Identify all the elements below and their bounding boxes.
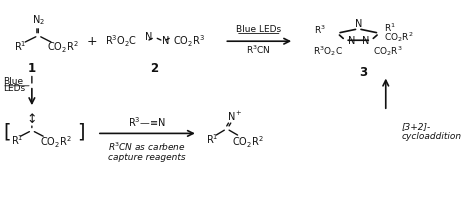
Text: Blue: Blue	[3, 77, 23, 86]
Text: R$^3$O$_2$C: R$^3$O$_2$C	[313, 44, 343, 58]
Text: N: N	[362, 36, 369, 46]
Text: Blue LEDs: Blue LEDs	[236, 25, 282, 34]
Text: [: [	[4, 123, 11, 142]
Text: CO$_2$R$^2$: CO$_2$R$^2$	[40, 135, 71, 150]
Text: R$^1$: R$^1$	[206, 133, 219, 146]
Text: N: N	[355, 19, 362, 29]
Text: R$^1$: R$^1$	[11, 134, 23, 147]
Text: N$_2$: N$_2$	[32, 13, 45, 27]
Text: ↕: ↕	[27, 113, 37, 126]
Text: capture reagents: capture reagents	[108, 153, 185, 162]
Text: +: +	[86, 35, 97, 48]
Text: CO$_2$R$^3$: CO$_2$R$^3$	[173, 33, 204, 49]
Text: R$^3$O$_2$C: R$^3$O$_2$C	[105, 33, 137, 49]
Text: LEDs: LEDs	[3, 84, 25, 93]
Text: R$^3$CN: R$^3$CN	[246, 43, 271, 55]
Text: R$^1$: R$^1$	[384, 22, 396, 34]
Text: N: N	[347, 36, 355, 46]
Text: N: N	[145, 32, 152, 42]
Text: 3: 3	[359, 66, 367, 79]
Text: cycloaddition: cycloaddition	[402, 132, 462, 141]
Text: R$^3$—≡N: R$^3$—≡N	[128, 115, 165, 129]
Text: N: N	[162, 36, 169, 46]
Text: CO$_2$R$^2$: CO$_2$R$^2$	[384, 30, 413, 44]
Text: CO$_2$R$^2$: CO$_2$R$^2$	[232, 135, 264, 150]
Text: 2: 2	[150, 62, 158, 75]
Text: R$^3$: R$^3$	[314, 24, 326, 36]
Text: CO$_2$R$^3$: CO$_2$R$^3$	[374, 44, 403, 58]
Text: 1: 1	[28, 62, 36, 75]
Text: N$^+$: N$^+$	[227, 110, 242, 123]
Text: CO$_2$R$^2$: CO$_2$R$^2$	[46, 40, 78, 55]
Text: [3+2]-: [3+2]-	[402, 122, 431, 131]
Text: R$^1$: R$^1$	[14, 39, 26, 53]
Text: ]: ]	[77, 123, 85, 142]
Text: R$^3$CN as carbene: R$^3$CN as carbene	[108, 140, 185, 153]
